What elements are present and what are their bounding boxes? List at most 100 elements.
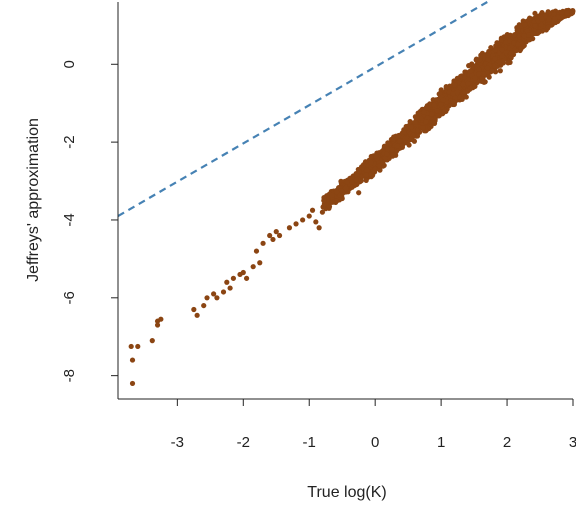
data-point	[425, 105, 431, 111]
x-tick-label: -2	[237, 434, 250, 451]
data-point	[321, 197, 327, 204]
data-point	[293, 221, 299, 227]
x-tick-label: 2	[503, 434, 511, 451]
data-point	[376, 162, 383, 169]
data-point	[499, 46, 505, 53]
data-point	[536, 29, 542, 35]
data-point	[286, 225, 293, 231]
data-point	[440, 97, 446, 103]
y-tick-label: 0	[61, 60, 78, 68]
data-point	[211, 291, 217, 297]
data-point	[518, 46, 524, 52]
data-point	[306, 213, 312, 219]
data-point	[356, 168, 362, 174]
data-point	[552, 15, 558, 22]
data-point	[492, 47, 498, 53]
data-point	[435, 113, 441, 119]
data-point	[423, 119, 429, 125]
data-point	[463, 94, 469, 100]
data-point	[250, 264, 256, 270]
data-point	[201, 302, 207, 309]
data-point	[360, 162, 367, 168]
x-axis-title: True log(K)	[307, 484, 386, 501]
data-point	[394, 143, 400, 149]
data-point	[412, 119, 418, 125]
data-point	[343, 185, 349, 192]
data-point	[344, 179, 350, 185]
data-point	[429, 111, 435, 117]
data-point	[316, 225, 322, 231]
data-point	[273, 229, 279, 235]
data-point	[473, 56, 480, 62]
x-tick-label: -1	[303, 434, 316, 451]
data-point	[253, 248, 260, 254]
data-point	[353, 177, 359, 183]
data-point	[227, 285, 233, 291]
data-point	[538, 14, 544, 20]
y-tick-label: -8	[61, 369, 78, 382]
data-point	[158, 316, 164, 322]
y-tick-label: -6	[61, 291, 78, 304]
data-point	[526, 37, 532, 43]
data-point	[401, 129, 407, 135]
data-point	[532, 10, 538, 17]
x-tick-label: 0	[371, 434, 379, 451]
data-point	[485, 57, 491, 63]
data-point	[460, 81, 466, 87]
data-point	[329, 199, 336, 205]
data-point	[443, 83, 449, 90]
y-axis-title: Jeffreys' approximation	[25, 118, 42, 282]
data-point	[441, 107, 448, 113]
data-point	[154, 322, 161, 328]
data-point	[408, 136, 415, 142]
y-tick-label: -2	[61, 135, 78, 148]
data-point	[476, 66, 482, 73]
data-point	[465, 88, 471, 94]
data-point	[420, 124, 426, 131]
data-point	[499, 53, 505, 59]
data-point	[129, 380, 136, 387]
data-point	[496, 59, 503, 65]
data-point	[414, 115, 420, 121]
data-point	[270, 236, 276, 243]
data-point	[349, 184, 355, 190]
data-point	[431, 102, 438, 108]
data-point	[384, 151, 390, 157]
data-point	[389, 147, 395, 153]
data-point	[397, 138, 403, 144]
data-point	[276, 232, 283, 239]
data-point	[390, 153, 396, 159]
data-point	[470, 64, 476, 70]
data-point	[438, 102, 444, 108]
data-point	[377, 167, 383, 173]
data-point	[214, 295, 220, 301]
data-point	[373, 153, 379, 159]
data-point	[489, 68, 495, 74]
data-point	[546, 16, 552, 22]
data-point	[257, 260, 263, 266]
data-point	[260, 240, 266, 246]
data-point	[492, 55, 498, 62]
data-point	[230, 275, 236, 281]
data-point	[450, 91, 456, 97]
data-point	[515, 41, 521, 47]
data-point	[347, 175, 353, 182]
data-point	[421, 109, 427, 115]
data-point	[569, 10, 575, 16]
data-point	[532, 23, 538, 29]
data-point	[128, 343, 134, 350]
data-point	[522, 22, 528, 28]
data-point	[525, 32, 531, 38]
data-point	[498, 37, 504, 43]
data-point	[484, 65, 491, 71]
data-point	[385, 140, 391, 146]
data-point	[416, 111, 423, 117]
data-point	[390, 136, 397, 142]
x-tick-label: -3	[171, 434, 184, 451]
data-point	[486, 50, 492, 56]
data-point	[507, 38, 513, 44]
data-point	[149, 338, 155, 344]
data-point	[521, 33, 527, 39]
data-point	[313, 219, 319, 225]
